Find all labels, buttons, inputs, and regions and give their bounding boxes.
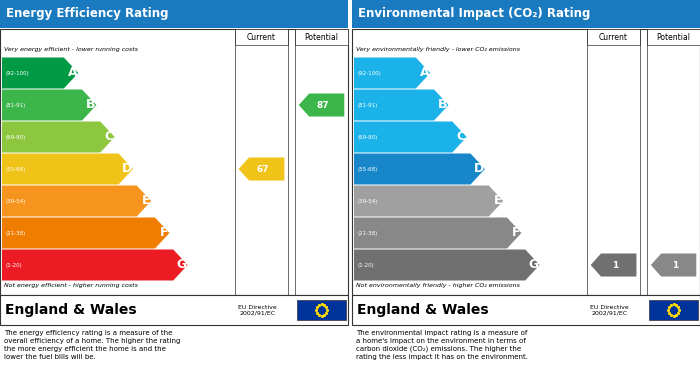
Bar xyxy=(0,295,348,325)
Text: Potential: Potential xyxy=(304,32,339,41)
Text: EU Directive
2002/91/EC: EU Directive 2002/91/EC xyxy=(590,305,629,316)
Text: Current: Current xyxy=(599,32,628,41)
Text: E: E xyxy=(494,194,502,208)
Text: (55-68): (55-68) xyxy=(5,167,25,172)
Text: (21-38): (21-38) xyxy=(357,231,377,235)
Text: England & Wales: England & Wales xyxy=(5,303,136,317)
Text: Environmental Impact (CO₂) Rating: Environmental Impact (CO₂) Rating xyxy=(358,7,590,20)
Text: C: C xyxy=(104,131,113,143)
Bar xyxy=(352,29,700,295)
Polygon shape xyxy=(2,122,115,152)
Text: (81-91): (81-91) xyxy=(357,102,377,108)
Text: 87: 87 xyxy=(317,100,330,109)
Text: (92-100): (92-100) xyxy=(357,70,381,75)
Text: The energy efficiency rating is a measure of the
overall efficiency of a home. T: The energy efficiency rating is a measur… xyxy=(4,330,181,360)
Text: G: G xyxy=(176,258,187,271)
Text: A: A xyxy=(68,66,77,79)
Text: 1: 1 xyxy=(612,260,618,269)
Polygon shape xyxy=(2,154,133,185)
Text: (1-20): (1-20) xyxy=(5,262,22,267)
Text: (69-80): (69-80) xyxy=(357,135,377,140)
Bar xyxy=(647,29,700,45)
Polygon shape xyxy=(239,158,284,181)
Polygon shape xyxy=(354,57,430,88)
Text: B: B xyxy=(86,99,95,111)
Text: The environmental impact rating is a measure of
a home's impact on the environme: The environmental impact rating is a mea… xyxy=(356,330,528,361)
Polygon shape xyxy=(651,253,696,276)
Polygon shape xyxy=(2,57,78,88)
Text: E: E xyxy=(141,194,150,208)
Text: (92-100): (92-100) xyxy=(5,70,29,75)
Polygon shape xyxy=(354,154,485,185)
Text: Not environmentally friendly - higher CO₂ emissions: Not environmentally friendly - higher CO… xyxy=(356,283,520,288)
Text: D: D xyxy=(474,163,484,176)
Polygon shape xyxy=(354,90,449,120)
Bar xyxy=(352,295,700,325)
Text: (39-54): (39-54) xyxy=(5,199,25,203)
Polygon shape xyxy=(2,249,188,280)
Polygon shape xyxy=(354,249,540,280)
Polygon shape xyxy=(2,90,97,120)
Polygon shape xyxy=(299,93,344,117)
Polygon shape xyxy=(354,185,503,217)
Bar xyxy=(0,0,348,28)
Text: 1: 1 xyxy=(672,260,678,269)
Text: EU Directive
2002/91/EC: EU Directive 2002/91/EC xyxy=(238,305,276,316)
Bar xyxy=(352,0,700,28)
Text: F: F xyxy=(512,226,520,240)
Text: Very energy efficient - lower running costs: Very energy efficient - lower running co… xyxy=(4,47,138,52)
Text: (69-80): (69-80) xyxy=(5,135,25,140)
Text: (1-20): (1-20) xyxy=(357,262,374,267)
Bar xyxy=(235,29,288,45)
Text: (21-38): (21-38) xyxy=(5,231,25,235)
Text: (55-68): (55-68) xyxy=(357,167,377,172)
Text: C: C xyxy=(456,131,466,143)
Text: Potential: Potential xyxy=(657,32,691,41)
Text: D: D xyxy=(122,163,132,176)
Polygon shape xyxy=(591,253,636,276)
Text: (81-91): (81-91) xyxy=(5,102,25,108)
Text: B: B xyxy=(438,99,447,111)
Polygon shape xyxy=(354,217,522,249)
Polygon shape xyxy=(354,122,467,152)
Bar xyxy=(295,29,348,45)
Text: Current: Current xyxy=(247,32,276,41)
Text: Energy Efficiency Rating: Energy Efficiency Rating xyxy=(6,7,169,20)
Text: (39-54): (39-54) xyxy=(357,199,377,203)
Polygon shape xyxy=(2,217,169,249)
Text: 67: 67 xyxy=(257,165,270,174)
Text: G: G xyxy=(528,258,538,271)
Polygon shape xyxy=(2,185,151,217)
Bar xyxy=(587,29,640,45)
Text: Very environmentally friendly - lower CO₂ emissions: Very environmentally friendly - lower CO… xyxy=(356,47,520,52)
Text: A: A xyxy=(419,66,429,79)
Bar xyxy=(649,300,698,320)
Text: Not energy efficient - higher running costs: Not energy efficient - higher running co… xyxy=(4,283,138,288)
Bar xyxy=(297,300,346,320)
Text: F: F xyxy=(160,226,169,240)
Bar xyxy=(0,29,348,295)
Text: England & Wales: England & Wales xyxy=(357,303,489,317)
